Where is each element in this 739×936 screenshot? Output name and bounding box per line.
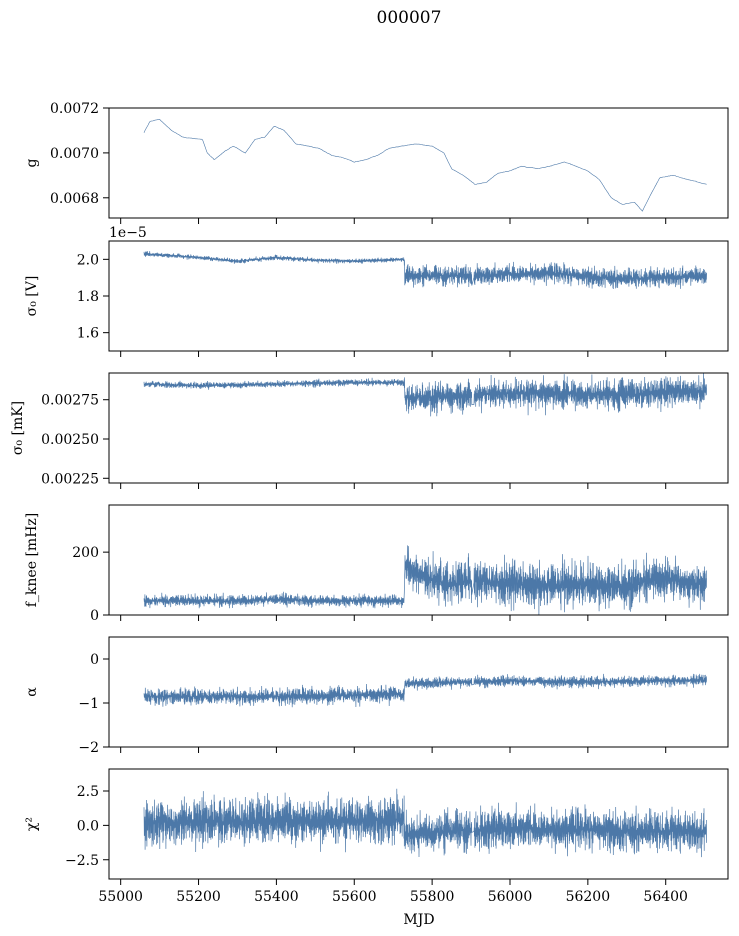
panel-5: −2 −1 0 α bbox=[24, 636, 729, 756]
y-axis-label-1: g bbox=[24, 158, 40, 167]
y-tick-label: 0 bbox=[90, 608, 99, 624]
x-axis-label: MJD bbox=[403, 912, 434, 928]
x-tick-label: 56200 bbox=[566, 889, 611, 905]
plot-frame-1 bbox=[108, 107, 729, 219]
y-tick-label: 0.00275 bbox=[41, 393, 99, 409]
y-tick-label: 0.0068 bbox=[50, 191, 99, 207]
y-tick-label: 0.00250 bbox=[41, 432, 99, 448]
y-tick-label: 1.8 bbox=[77, 289, 99, 305]
plot-frame-6 bbox=[108, 768, 729, 880]
x-tick-label: 56000 bbox=[488, 889, 533, 905]
y-tick-label: 0.0072 bbox=[50, 101, 99, 117]
panel-4: 0 200 f_knee [mHz] bbox=[24, 504, 729, 624]
series-line-panel-2 bbox=[143, 251, 707, 290]
figure-title: 000007 bbox=[377, 8, 442, 28]
series-line-panel-4 bbox=[143, 545, 707, 615]
x-tick-label: 55600 bbox=[332, 889, 377, 905]
y-tick-label: −2.5 bbox=[65, 853, 99, 869]
y-tick-label: 2.5 bbox=[77, 784, 99, 800]
plot-frame-3 bbox=[108, 372, 729, 484]
plot-frame-5 bbox=[108, 636, 729, 748]
y-axis-label-2: σ₀ [V] bbox=[24, 276, 40, 317]
y-tick-label: 0.0070 bbox=[50, 146, 99, 162]
y-tick-label: 0.00225 bbox=[41, 471, 99, 487]
x-tick-label: 55800 bbox=[410, 889, 455, 905]
y-axis-label-6: χ² bbox=[24, 817, 40, 831]
panel-2: 1.6 1.8 2.0 1e−5 σ₀ [V] bbox=[24, 225, 729, 357]
series-line-panel-5 bbox=[143, 673, 707, 708]
y-tick-label: −1 bbox=[78, 696, 99, 712]
series-line-panel-1 bbox=[143, 119, 707, 212]
series-line-panel-3 bbox=[143, 373, 707, 417]
y-tick-label: 0 bbox=[90, 652, 99, 668]
x-tick-label: 55000 bbox=[98, 889, 143, 905]
panel-6: −2.5 0.0 2.5 55000 55200 55400 55600 55800 56000… bbox=[24, 768, 729, 905]
y-tick-label: 2.0 bbox=[77, 252, 99, 268]
x-tick-label: 55400 bbox=[254, 889, 299, 905]
y-tick-label: −2 bbox=[78, 740, 99, 756]
y-axis-label-3: σ₀ [mK] bbox=[10, 401, 26, 455]
y-tick-label: 1.6 bbox=[77, 326, 99, 342]
plot-frame-4 bbox=[108, 504, 729, 616]
y-offset-text: 1e−5 bbox=[109, 225, 147, 241]
y-axis-label-5: α bbox=[24, 687, 40, 697]
x-tick-label: 55200 bbox=[176, 889, 221, 905]
series-line-panel-6 bbox=[143, 788, 707, 858]
x-tick-label: 56400 bbox=[643, 889, 688, 905]
y-axis-label-4: f_knee [mHz] bbox=[24, 513, 40, 608]
panel-3: 0.00225 0.00250 0.00275 σ₀ [mK] bbox=[10, 372, 729, 489]
panel-1: 0.0068 0.0070 0.0072 g bbox=[24, 101, 729, 224]
y-tick-label: 0.0 bbox=[77, 818, 99, 834]
y-tick-label: 200 bbox=[72, 545, 99, 561]
